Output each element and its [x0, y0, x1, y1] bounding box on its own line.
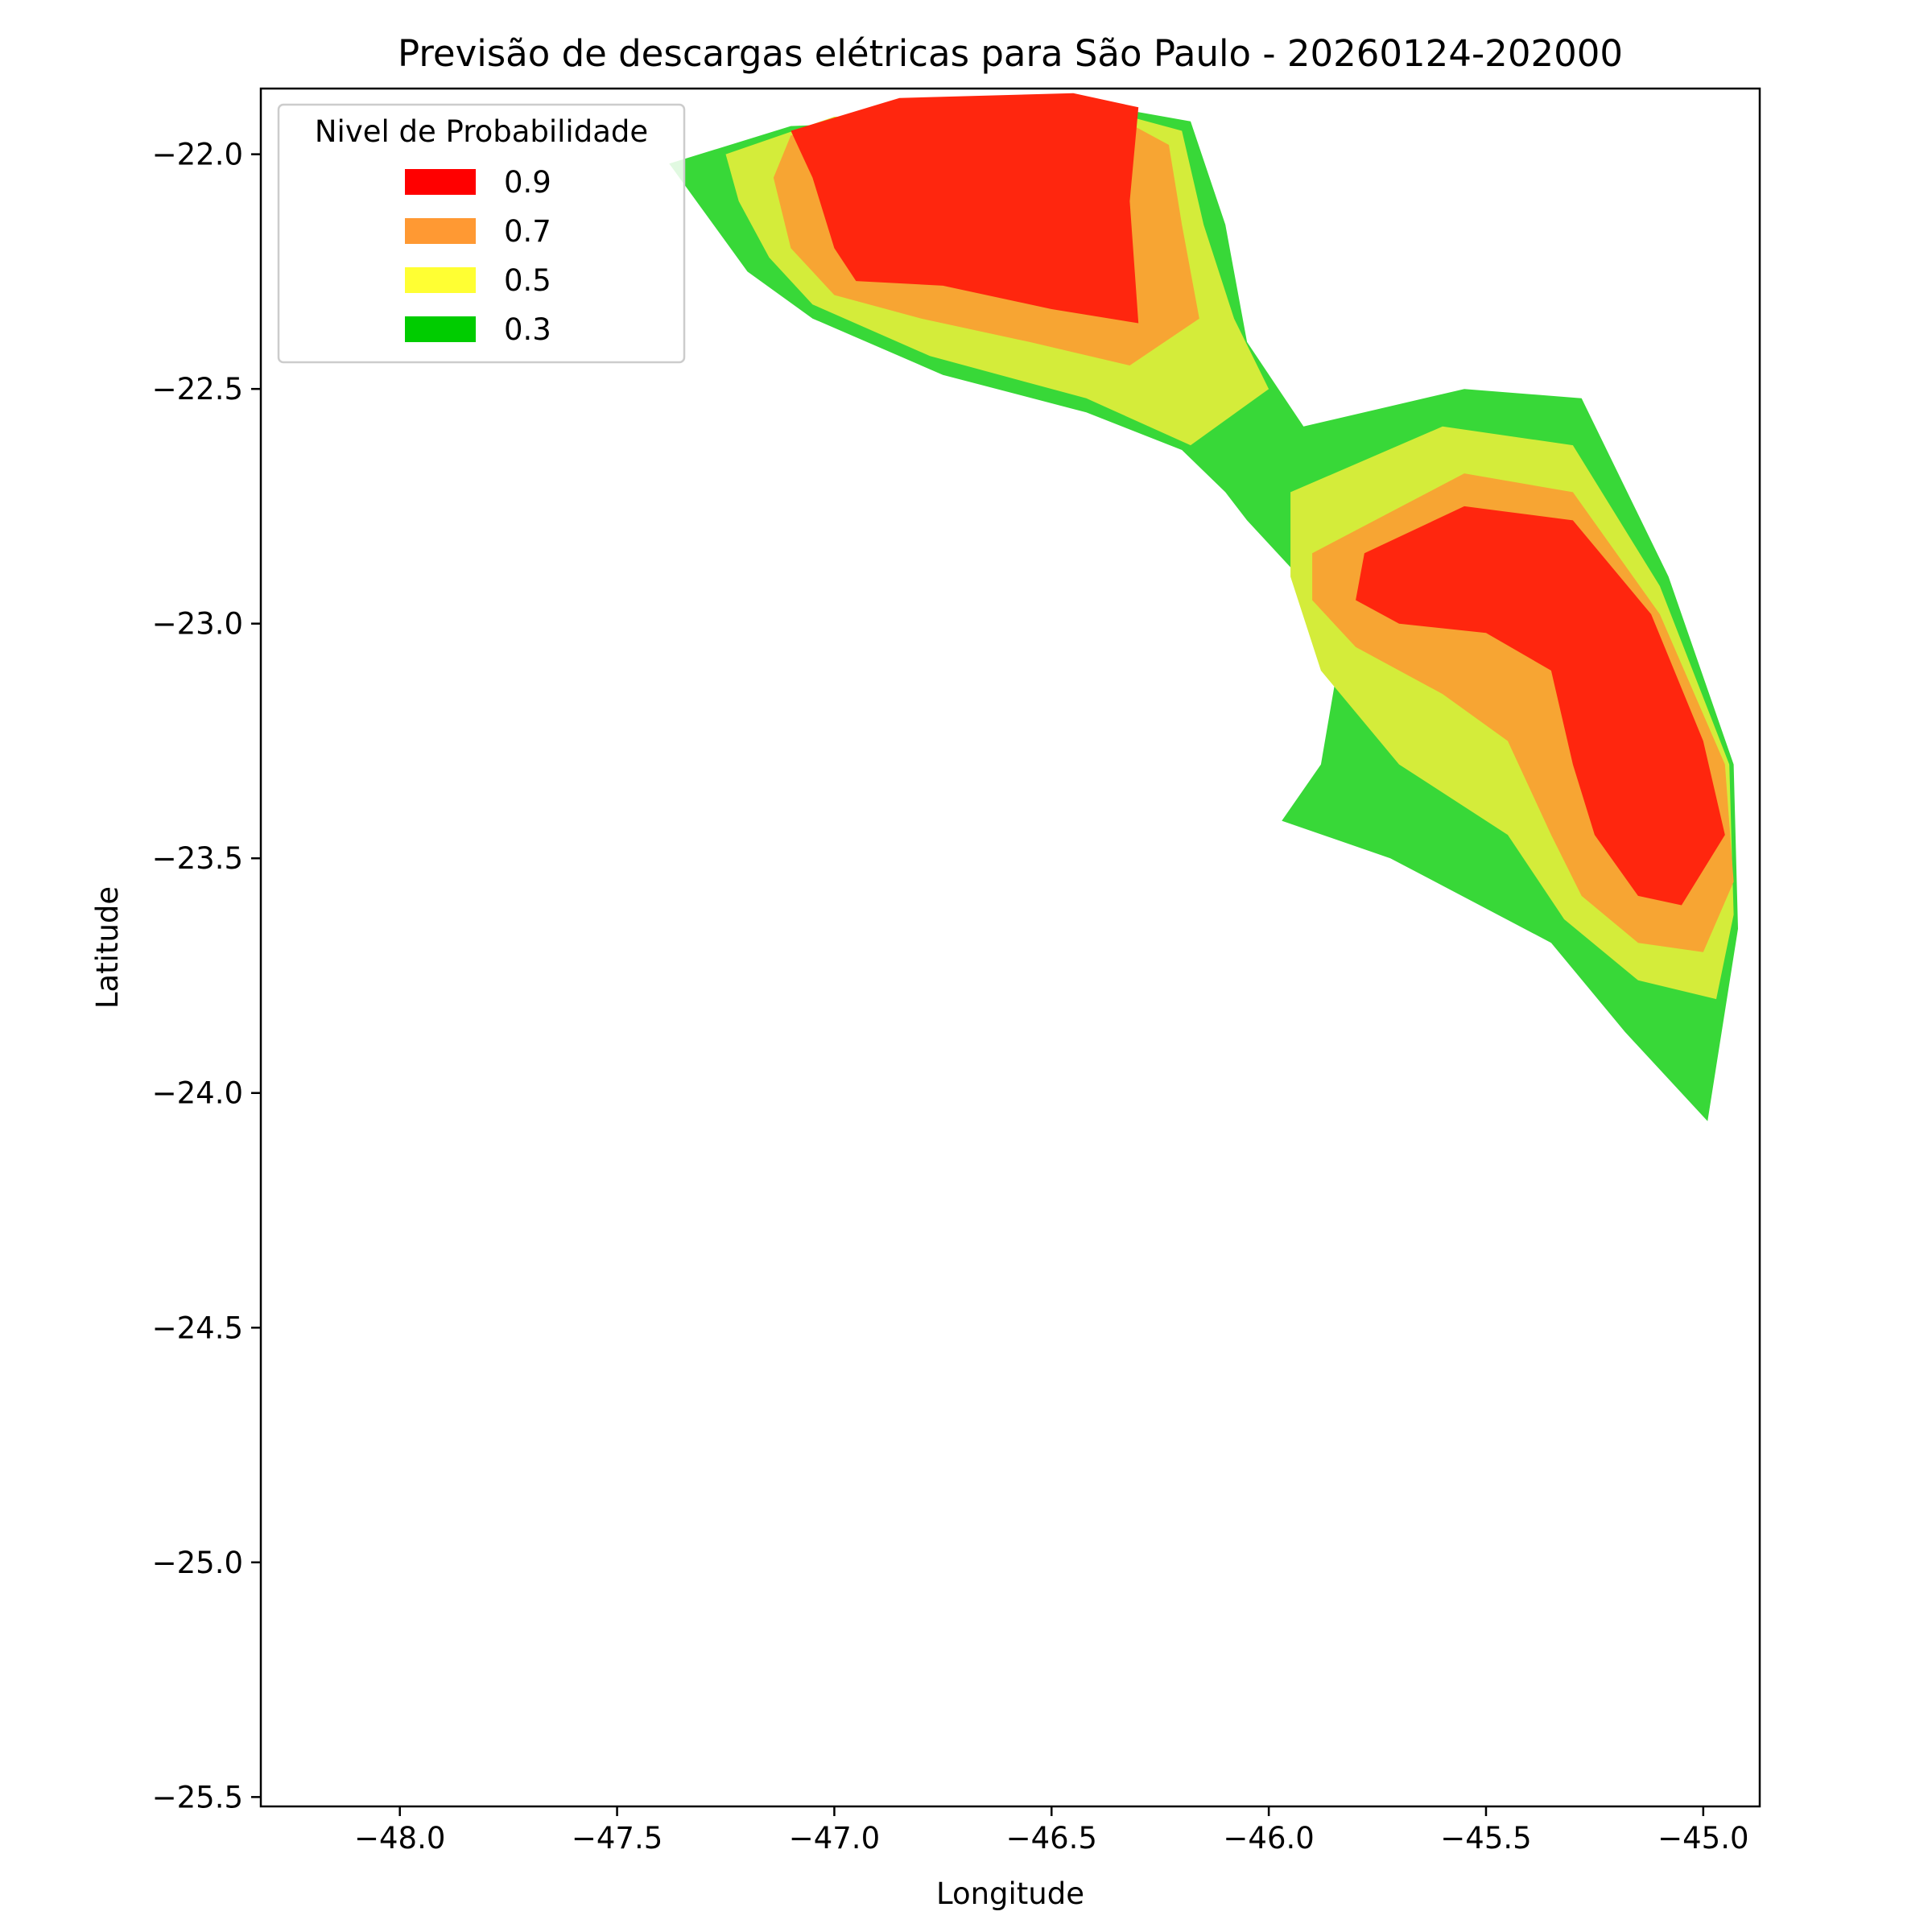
y-axis-title: Latitude [90, 886, 125, 1009]
legend-label: 0.5 [504, 263, 551, 298]
legend-label: 0.9 [504, 165, 551, 200]
contour-region-0-9-1 [791, 93, 1139, 324]
contour-region-0-9-2 [1356, 506, 1725, 906]
x-tick-label: −45.5 [1440, 1821, 1531, 1856]
y-tick-label: −22.0 [152, 138, 243, 172]
x-tick-label: −47.5 [572, 1821, 663, 1856]
y-axis: −22.0 −22.5 −23.0 −23.5 −24.0 −24.5 −25.0 −25.5 [152, 138, 261, 1814]
y-tick-label: −25.5 [152, 1780, 243, 1814]
legend-box [277, 103, 686, 364]
y-tick-label: −23.5 [152, 841, 243, 876]
x-tick-label: −47.0 [789, 1821, 880, 1856]
x-tick-label: −46.5 [1006, 1821, 1097, 1856]
legend-swatch [405, 267, 476, 293]
x-tick-label: −48.0 [354, 1821, 445, 1856]
contour-region-0-3-1 [669, 112, 1738, 1121]
legend-swatch [405, 316, 476, 342]
y-tick-label: −22.5 [152, 372, 243, 407]
chart-title: Previsão de descargas elétricas para São… [398, 32, 1623, 75]
legend-label: 0.7 [504, 214, 551, 249]
plot-frame [259, 87, 1761, 1808]
y-tick-label: −23.0 [152, 607, 243, 642]
y-tick-label: −24.0 [152, 1076, 243, 1111]
x-tick-label: −46.0 [1223, 1821, 1314, 1856]
x-axis: −48.0 −47.5 −47.0 −46.5 −46.0 −45.5 −45.0 [354, 1806, 1749, 1856]
y-tick-label: −24.5 [152, 1311, 243, 1345]
legend-swatch [405, 169, 476, 195]
legend: Nivel de Probabilidade 0.9 0.7 0.5 0.3 [277, 103, 686, 364]
y-tick-label: −25.0 [152, 1546, 243, 1580]
contour-layers [669, 93, 1738, 1121]
legend-label: 0.3 [504, 312, 551, 347]
legend-title: Nivel de Probabilidade [315, 114, 648, 149]
legend-swatch [405, 218, 476, 244]
x-axis-title: Longitude [936, 1876, 1084, 1911]
x-tick-label: −45.0 [1657, 1821, 1748, 1856]
legend-entries: 0.9 0.7 0.5 0.3 [405, 165, 551, 347]
